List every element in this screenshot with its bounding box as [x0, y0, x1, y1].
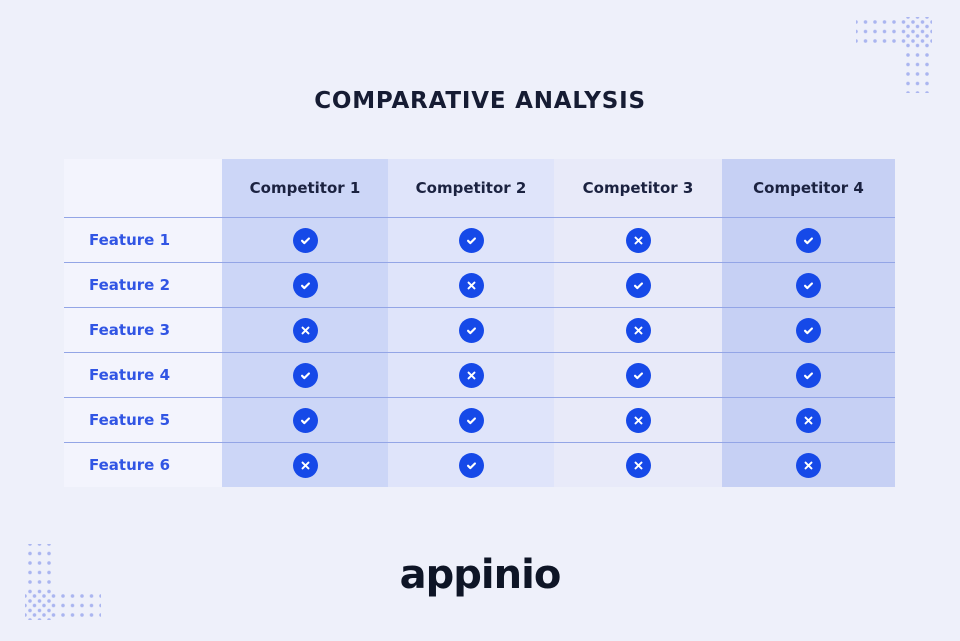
feature-label: Feature 1	[64, 218, 222, 262]
table-row: Feature 3	[64, 307, 895, 352]
value-cell	[388, 443, 554, 487]
cross-icon	[292, 452, 318, 478]
value-cell	[222, 218, 388, 262]
comparison-table: Competitor 1 Competitor 2 Competitor 3 Comp…	[64, 159, 895, 487]
value-cell	[722, 443, 895, 487]
value-cell	[554, 308, 722, 352]
value-cell	[222, 353, 388, 397]
value-cell	[388, 398, 554, 442]
value-cell	[388, 308, 554, 352]
check-icon	[458, 317, 484, 343]
value-cell	[722, 308, 895, 352]
table-row: Feature 6	[64, 442, 895, 487]
table-row: Feature 2	[64, 262, 895, 307]
cross-icon	[458, 272, 484, 298]
cross-icon	[625, 227, 651, 253]
cross-icon	[796, 407, 821, 433]
value-cell	[722, 398, 895, 442]
check-icon	[292, 227, 318, 253]
value-cell	[722, 218, 895, 262]
check-icon	[458, 452, 484, 478]
table-body: Feature 1 Feature 2 Feature 3 Feature 4 Feat…	[64, 217, 895, 487]
cross-icon	[625, 452, 651, 478]
check-icon	[292, 272, 318, 298]
dot-pattern-top-right-vertical	[903, 17, 932, 93]
value-cell	[554, 263, 722, 307]
check-icon	[625, 362, 651, 388]
check-icon	[796, 227, 821, 253]
column-header: Competitor 1	[222, 159, 388, 217]
check-icon	[796, 362, 821, 388]
feature-label: Feature 3	[64, 308, 222, 352]
table-row: Feature 4	[64, 352, 895, 397]
value-cell	[554, 398, 722, 442]
value-cell	[388, 218, 554, 262]
check-icon	[625, 272, 651, 298]
table-row: Feature 5	[64, 397, 895, 442]
cross-icon	[625, 407, 651, 433]
value-cell	[388, 353, 554, 397]
table-row: Feature 1	[64, 217, 895, 262]
cross-icon	[625, 317, 651, 343]
check-icon	[292, 362, 318, 388]
value-cell	[222, 398, 388, 442]
check-icon	[458, 407, 484, 433]
check-icon	[796, 272, 821, 298]
cross-icon	[292, 317, 318, 343]
value-cell	[222, 443, 388, 487]
feature-label: Feature 2	[64, 263, 222, 307]
value-cell	[722, 353, 895, 397]
check-icon	[292, 407, 318, 433]
feature-label: Feature 5	[64, 398, 222, 442]
check-icon	[458, 227, 484, 253]
dot-pattern-bottom-left-horizontal	[25, 591, 101, 620]
cross-icon	[458, 362, 484, 388]
column-header: Competitor 4	[722, 159, 895, 217]
value-cell	[554, 443, 722, 487]
feature-label: Feature 4	[64, 353, 222, 397]
column-header: Competitor 2	[388, 159, 554, 217]
feature-label: Feature 6	[64, 443, 222, 487]
value-cell	[388, 263, 554, 307]
value-cell	[222, 263, 388, 307]
value-cell	[554, 218, 722, 262]
cross-icon	[796, 452, 821, 478]
value-cell	[554, 353, 722, 397]
value-cell	[222, 308, 388, 352]
corner-cell	[64, 159, 222, 217]
column-header: Competitor 3	[554, 159, 722, 217]
check-icon	[796, 317, 821, 343]
table-header-row: Competitor 1 Competitor 2 Competitor 3 Comp…	[64, 159, 895, 217]
page-title: COMPARATIVE ANALYSIS	[314, 88, 646, 114]
value-cell	[722, 263, 895, 307]
appinio-logo: appinio	[399, 552, 562, 598]
